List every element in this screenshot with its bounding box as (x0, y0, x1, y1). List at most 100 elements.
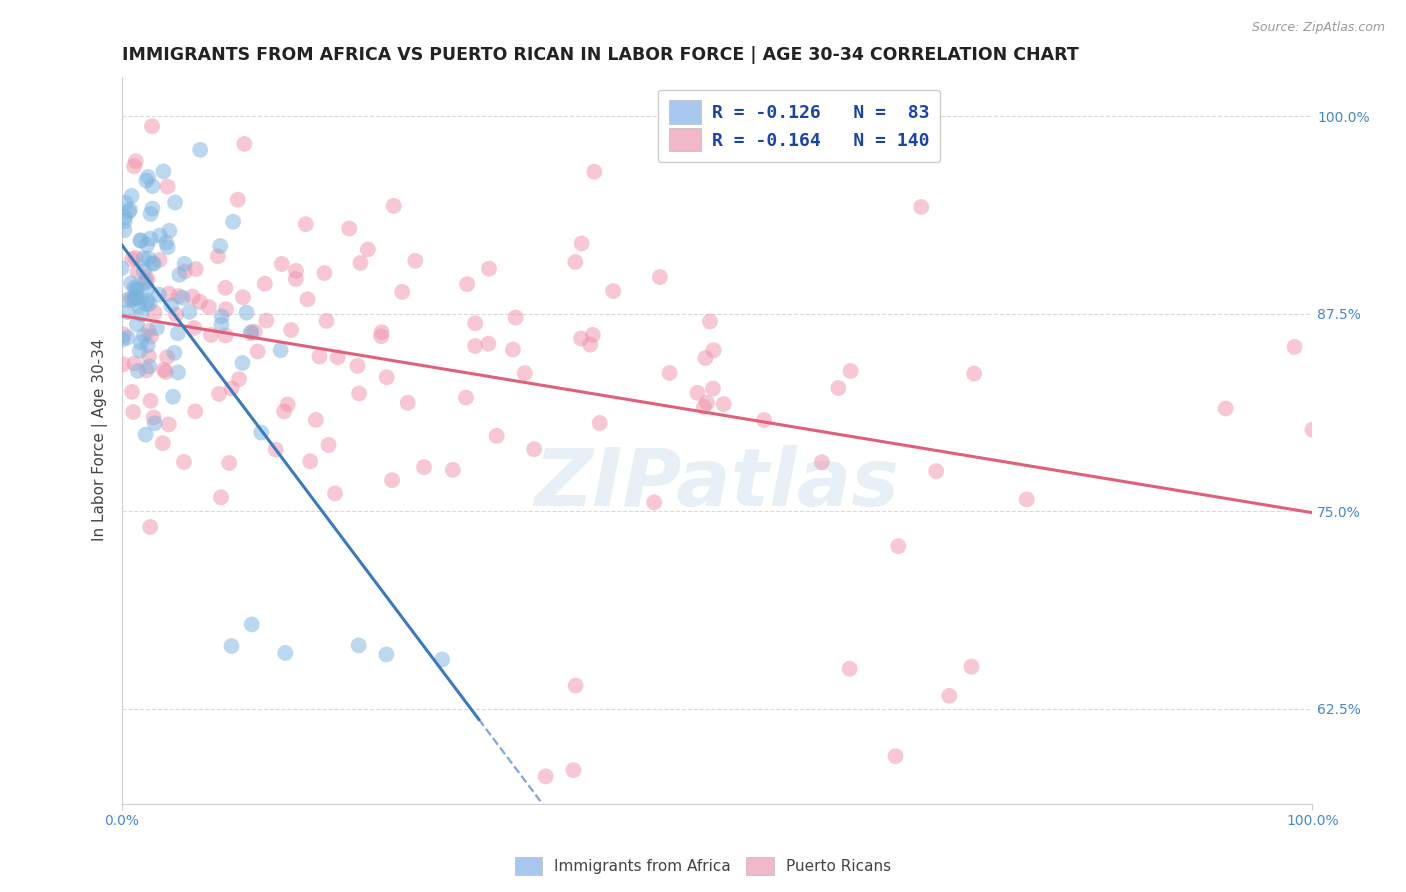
Point (132, 252, 155, 266)
Point (149, 228, 172, 243)
Point (138, 349, 160, 363)
Point (118, 204, 141, 219)
Point (112, 327, 135, 342)
Point (396, 396, 419, 410)
Point (138, 297, 160, 311)
Point (505, 310, 527, 325)
Point (925, 464, 948, 478)
Point (129, 234, 152, 248)
Point (125, 292, 148, 306)
Point (121, 189, 143, 203)
Point (122, 159, 145, 173)
Point (136, 293, 159, 308)
Point (121, 384, 143, 399)
Point (118, 202, 141, 217)
Point (347, 386, 370, 401)
Point (695, 351, 717, 365)
Point (165, 308, 187, 322)
Legend: Immigrants from Africa, Puerto Ricans: Immigrants from Africa, Puerto Ricans (509, 851, 897, 880)
Point (602, 284, 624, 298)
Point (153, 363, 176, 377)
Point (221, 639, 243, 653)
Point (135, 283, 157, 297)
Point (143, 305, 166, 319)
Point (122, 405, 145, 419)
Point (139, 232, 162, 246)
Point (235, 305, 257, 319)
Point (314, 266, 336, 280)
Point (838, 662, 860, 676)
Point (264, 442, 287, 457)
Point (582, 327, 605, 342)
Point (139, 393, 162, 408)
Point (114, 195, 136, 210)
Point (513, 366, 536, 380)
Point (693, 400, 716, 414)
Point (131, 307, 153, 321)
Point (239, 326, 262, 341)
Point (127, 265, 149, 279)
Point (233, 136, 256, 151)
Point (112, 223, 135, 237)
Point (209, 490, 232, 504)
Point (382, 199, 405, 213)
Point (346, 359, 368, 373)
Point (370, 325, 392, 339)
Point (121, 293, 143, 308)
Point (243, 325, 266, 339)
Point (134, 276, 156, 290)
Point (963, 367, 986, 381)
Point (183, 321, 205, 335)
Point (375, 370, 398, 384)
Point (884, 749, 907, 764)
Point (228, 372, 250, 386)
Point (124, 357, 146, 371)
Point (464, 316, 486, 330)
Point (136, 237, 159, 252)
Point (938, 689, 960, 703)
Point (589, 416, 612, 430)
Point (135, 363, 157, 377)
Point (135, 173, 157, 187)
Point (280, 323, 302, 337)
Point (221, 381, 243, 395)
Point (111, 357, 134, 371)
Point (136, 274, 159, 288)
Point (231, 356, 253, 370)
Point (960, 659, 983, 673)
Point (562, 763, 585, 777)
Point (1215, 401, 1237, 416)
Point (135, 270, 157, 285)
Point (138, 324, 160, 338)
Point (318, 438, 340, 452)
Point (226, 193, 249, 207)
Point (163, 346, 186, 360)
Point (138, 252, 160, 266)
Point (1284, 340, 1306, 354)
Point (430, 652, 453, 666)
Point (148, 253, 170, 268)
Point (534, 769, 557, 783)
Point (246, 344, 269, 359)
Point (811, 455, 834, 469)
Point (564, 679, 586, 693)
Point (139, 207, 162, 221)
Point (157, 417, 180, 432)
Point (658, 366, 681, 380)
Point (702, 382, 724, 396)
Point (827, 381, 849, 395)
Point (910, 200, 932, 214)
Point (370, 329, 392, 343)
Point (571, 236, 593, 251)
Point (167, 289, 190, 303)
Point (155, 235, 177, 250)
Point (127, 364, 149, 378)
Point (141, 202, 163, 216)
Point (564, 255, 586, 269)
Text: Source: ZipAtlas.com: Source: ZipAtlas.com (1251, 21, 1385, 34)
Point (188, 294, 211, 309)
Point (347, 639, 370, 653)
Point (139, 520, 162, 534)
Point (441, 463, 464, 477)
Point (250, 425, 273, 440)
